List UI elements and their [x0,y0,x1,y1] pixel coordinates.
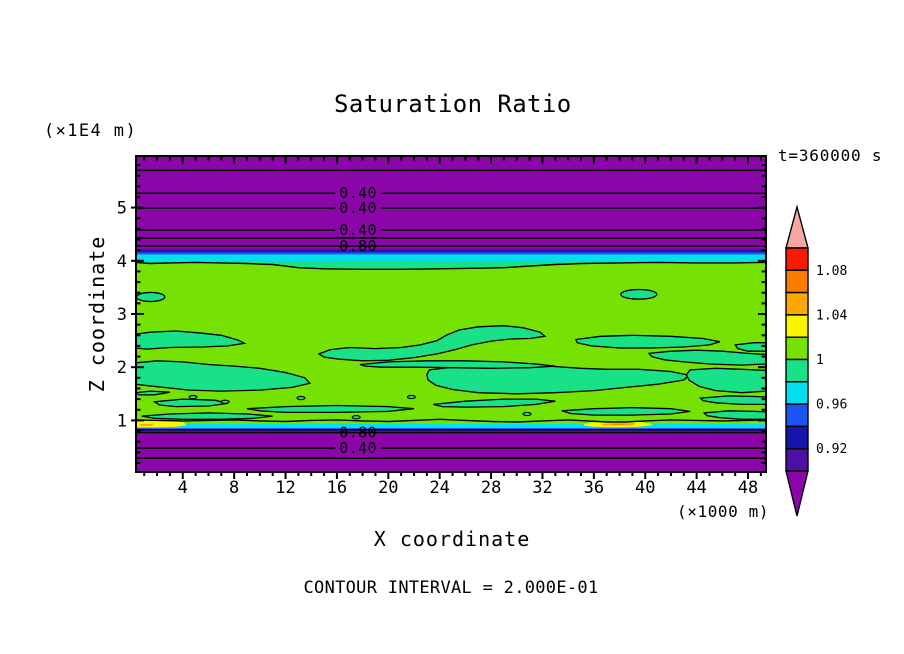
y-tick-label: 3 [117,305,127,325]
contour-speck [406,394,416,400]
colorbar-label: 1 [816,353,824,368]
contour-blob [620,288,658,300]
contour-blob [317,325,547,362]
contour-blob [702,410,766,420]
colorbar-label: 1.04 [816,308,847,323]
band-purple [136,156,766,250]
contour-label-box [335,200,382,217]
colorbar-label: 0.92 [816,442,847,457]
contour-label: 0.80 [339,424,377,442]
x-axis-unit: (×1000 m) [677,502,770,521]
contour-blob [433,398,556,408]
contour-interval-label: CONTOUR INTERVAL = 2.000E-01 [303,578,599,598]
contour-label: 0.40 [339,199,377,217]
band-navy [136,250,766,253]
contour-blob [246,404,415,414]
supersaturation-core [139,423,155,426]
time-label: t=360000 s [778,146,883,165]
x-tick-label: 36 [584,478,604,498]
contour-blob [136,390,171,396]
colorbar-segment [785,291,809,316]
y-axis-unit: (×1E4 m) [44,121,138,141]
contour-boundary-line [136,261,766,270]
band-cyan [136,423,766,429]
colorbar-segment [785,403,809,428]
y-tick-label: 2 [117,358,127,378]
colorbar-segment [785,425,809,450]
contour-label: 0.40 [339,221,377,239]
band-royal [136,252,766,256]
contour-speck [296,395,306,401]
contour-blob [647,349,766,366]
contour-blob [359,360,556,369]
colorbar-segment [785,247,809,271]
contour-blob [699,395,766,406]
x-tick-label: 20 [378,478,398,498]
y-tick-label: 1 [117,411,127,431]
contour-label: 0.40 [339,184,377,202]
band-purple [136,431,766,472]
colorbar-segment [785,314,809,338]
contour-boundary-line [136,418,766,423]
x-axis-label: X coordinate [373,527,531,551]
contour-label: 0.40 [339,439,377,457]
contour-blob [685,367,766,394]
x-tick-label: 16 [327,478,347,498]
colorbar-segment [785,269,809,294]
contour-speck [220,399,230,404]
colorbar-label: 1.08 [816,264,847,279]
colorbar-segment [785,448,809,472]
supersaturation-core-hot [610,423,628,425]
contour-speck [351,415,361,420]
contour-label-box [335,440,382,457]
colorbar-segment [785,381,809,405]
contour-speck [522,411,532,417]
y-tick-label: 4 [117,252,127,272]
contour-blob [574,334,720,349]
contour-blob [136,330,247,350]
y-tick-label: 5 [117,199,127,219]
contour-label-box [335,185,382,202]
plot-title: Saturation Ratio [334,90,572,118]
contour-blob [141,412,273,420]
colorbar-over-arrow [785,204,809,249]
x-tick-label: 48 [738,478,758,498]
contour-blob [561,406,691,416]
band-cyan [136,254,766,262]
colorbar-under-arrow [785,470,809,517]
contour-blob [136,360,312,392]
colorbar-segment [785,336,809,361]
colorbar-segment [785,358,809,383]
spring-cap-band [136,261,766,270]
x-tick-label: 28 [481,478,501,498]
x-tick-label: 32 [532,478,552,498]
x-tick-label: 24 [429,478,449,498]
x-tick-label: 40 [635,478,655,498]
x-tick-label: 12 [275,478,295,498]
contour-label: 0.80 [339,237,377,255]
x-tick-label: 4 [178,478,188,498]
contour-blob [152,398,228,408]
contour-speck [188,394,198,400]
contour-blob [734,342,766,352]
contour-label-box [335,221,382,238]
colorbar-label: 0.96 [816,398,847,413]
x-tick-label: 44 [686,478,706,498]
band-violet [136,249,766,252]
x-tick-label: 8 [229,478,239,498]
band-violet [136,430,766,433]
contour-blob [136,291,166,303]
plot-area: 0.400.400.400.800.800.40 [136,156,766,472]
